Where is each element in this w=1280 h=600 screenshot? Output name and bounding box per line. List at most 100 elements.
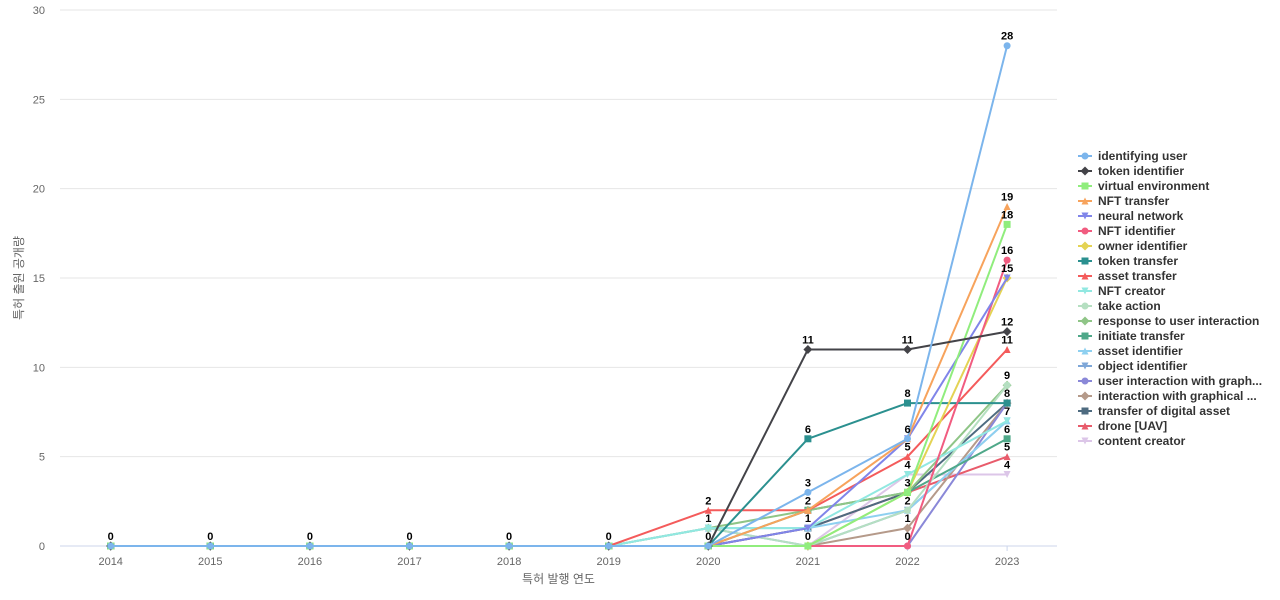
legend-item: object identifier [1078,359,1188,373]
y-tick-label: 25 [33,94,45,106]
data-label: 11 [902,334,914,346]
point-marker [904,399,911,407]
legend-label: asset transfer [1098,269,1177,283]
data-label: 6 [904,424,910,436]
point-marker [1081,422,1089,430]
y-tick-label: 30 [33,5,45,17]
data-label: 15 [1001,263,1013,275]
y-tick-label: 5 [39,452,45,464]
point-marker [704,506,712,514]
y-tick-label: 15 [33,273,45,285]
legend-item: interaction with graphical ... [1078,389,1257,403]
x-tick-label: 2019 [596,556,620,568]
legend-label: asset identifier [1098,344,1183,358]
x-tick-label: 2014 [98,556,122,568]
y-axis-title: 특허 출원 공개량 [12,236,26,320]
legend-label: owner identifier [1098,239,1188,253]
legend-label: NFT creator [1098,284,1166,298]
point-marker [904,506,911,514]
point-marker [904,488,911,496]
series-neural-network [107,274,1011,550]
data-label: 0 [805,531,811,543]
data-label: 3 [904,477,910,489]
series-take-action [107,381,1011,550]
point-marker [704,524,712,532]
point-marker [1003,203,1011,211]
legend-label: neural network [1098,209,1184,223]
x-tick-label: 2020 [696,556,720,568]
data-labels: 0 0 0 0 0 0 2 1 0 11 6 3 2 1 0 11 8 6 5 4 3 2 1 0 28 19 18 16 15 12 11… [108,31,1014,543]
data-label: 0 [406,531,412,543]
legend-label: content creator [1098,434,1186,448]
point-marker [904,435,911,443]
point-marker [605,542,613,550]
legend-item: user interaction with graph... [1078,374,1262,388]
point-marker [903,523,912,533]
point-marker [1081,182,1089,190]
legend-item: owner identifier [1078,239,1188,253]
data-label: 0 [506,531,512,543]
series-line [109,419,1009,547]
data-label: 16 [1001,245,1013,257]
legend-item: content creator [1078,434,1186,448]
x-tick-label: 2023 [995,556,1019,568]
data-label: 7 [1004,406,1010,418]
point-marker [1081,377,1089,385]
data-label: 2 [705,495,711,507]
point-marker [904,542,911,550]
point-marker [1003,220,1011,228]
series-line [109,330,1009,547]
x-tick-label: 2017 [397,556,421,568]
data-label: 0 [307,531,313,543]
point-marker [406,542,413,550]
legend-item: response to user interaction [1078,314,1259,328]
point-marker [1081,212,1089,220]
x-tick-label: 2015 [198,556,222,568]
data-label: 19 [1001,192,1013,204]
point-marker [1003,399,1011,407]
series-response-to-user-interaction [106,380,1012,551]
point-marker [1003,471,1011,479]
legend-item: token identifier [1078,164,1184,178]
legend-label: interaction with graphical ... [1098,389,1257,403]
point-marker [1081,362,1089,370]
series-line [109,205,1009,547]
series-virtual-environment [107,220,1011,550]
legend-item: identifying user [1078,149,1188,163]
point-marker [1081,407,1089,415]
point-marker [1081,347,1089,355]
point-marker [1080,316,1090,326]
grid-lines [60,9,1057,547]
point-marker [107,542,115,550]
point-marker [505,542,513,550]
point-marker [1081,152,1089,160]
legend-label: object identifier [1098,359,1188,373]
data-label: 0 [904,531,910,543]
data-label: 18 [1001,209,1013,221]
data-label: 0 [108,531,114,543]
legend-label: initiate transfer [1098,329,1185,343]
legend-item: NFT identifier [1078,224,1176,238]
legend-label: token identifier [1098,164,1184,178]
point-marker [804,435,812,443]
data-label: 6 [1004,424,1010,436]
legend-label: NFT transfer [1098,194,1170,208]
data-label: 1 [805,513,811,525]
data-label: 1 [904,513,910,525]
series-line [109,259,1009,547]
point-marker [1080,241,1090,251]
legend-label: response to user interaction [1098,314,1259,328]
point-marker [1003,435,1011,443]
data-label: 12 [1001,317,1013,329]
legend-item: NFT creator [1078,284,1166,298]
legend-label: drone [UAV] [1098,419,1167,433]
point-marker [1003,381,1011,389]
point-marker [306,542,314,550]
series-lines [106,42,1012,551]
point-marker [804,542,812,550]
legend-label: virtual environment [1098,179,1209,193]
point-marker [1081,197,1089,205]
point-marker [1081,287,1089,295]
